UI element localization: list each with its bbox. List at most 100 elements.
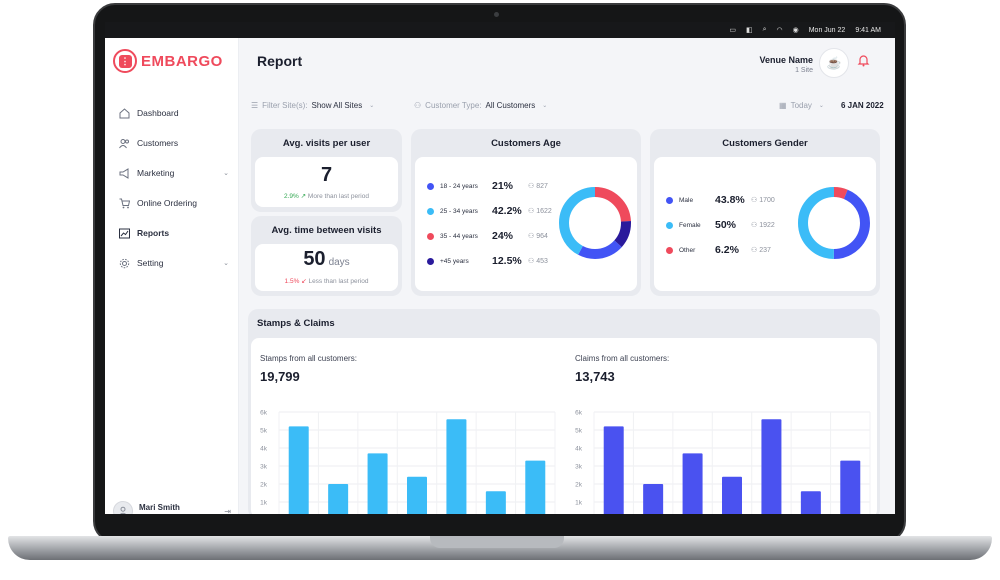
bar[interactable] [603, 426, 624, 514]
logout-icon[interactable]: ⇥ [224, 507, 231, 514]
legend-percent: 24% [492, 230, 514, 242]
donut-segment[interactable] [559, 187, 631, 259]
legend-item: 25 - 34 years 42.2% ⚇ 1622 [427, 204, 552, 218]
date-picker[interactable]: 6 JAN 2022 [841, 101, 884, 110]
bar[interactable] [328, 484, 349, 514]
bar[interactable] [367, 453, 388, 514]
sidebar-item-dashboard[interactable]: Dashboard [105, 98, 239, 128]
search-icon[interactable]: ⌕ [762, 26, 767, 33]
user-name: Mari Smith [139, 503, 180, 512]
avg-time-unit: days [328, 257, 350, 268]
y-tick-label: 2k [575, 482, 583, 489]
period-filter[interactable]: ▦ Today ⌄ [779, 101, 824, 110]
y-tick-label: 2k [260, 482, 268, 489]
donut-segment[interactable] [798, 187, 870, 259]
brand-logo[interactable]: ⋮ EMBARGO [113, 49, 223, 73]
change-percent: 1.5% [284, 278, 300, 285]
venue-name: Venue Name [759, 55, 813, 65]
avg-visits-card: Avg. visits per user 7 2.9% ↗ More than … [251, 129, 402, 212]
bar[interactable] [722, 476, 742, 514]
legend-item: Other 6.2% ⚇ 237 [666, 243, 771, 257]
legend-item: Female 50% ⚇ 1922 [666, 218, 775, 232]
bar[interactable] [761, 419, 782, 514]
user-icon: ⚇ [414, 101, 422, 110]
os-menubar: ▭ ◧ ⌕ ◠ ◉ Mon Jun 22 9:41 AM [105, 22, 895, 38]
control-center-icon[interactable]: ◧ [745, 27, 753, 34]
menubar-date[interactable]: Mon Jun 22 [808, 26, 846, 34]
customer-type-label: Customer Type: [425, 101, 482, 110]
age-donut-chart [559, 187, 631, 259]
card-title: Customers Age [491, 138, 561, 149]
legend-percent: 21% [492, 180, 514, 192]
chevron-down-icon[interactable]: ⌄ [223, 170, 229, 177]
claims-label: Claims from all customers: [575, 354, 670, 363]
change-note: Less than last period [308, 278, 369, 285]
legend-label: 35 - 44 years [440, 232, 478, 240]
sidebar-item-online-ordering[interactable]: Online Ordering [105, 188, 239, 218]
bar[interactable] [840, 460, 861, 514]
bar[interactable] [525, 460, 546, 514]
battery-icon[interactable]: ▭ [729, 27, 736, 34]
donut-segment[interactable] [798, 187, 870, 259]
sidebar-item-reports[interactable]: Reports [105, 218, 239, 248]
stamps-total: 19,799 [260, 369, 300, 384]
site-filter-value: Show All Sites [311, 101, 363, 110]
sidebar-item-label: Dashboard [137, 108, 179, 118]
user-profile[interactable]: Mari Smith ⇥ [113, 501, 231, 514]
legend-dot [427, 182, 434, 190]
trend-down-icon: ↙ [301, 278, 307, 285]
sidebar-item-label: Reports [137, 228, 170, 238]
bar[interactable] [643, 484, 664, 514]
chevron-down-icon[interactable]: ⌄ [223, 260, 229, 267]
change-percent: 2.9% [284, 193, 299, 200]
legend-item: Male 43.8% ⚇ 1700 [666, 193, 775, 207]
legend-count: ⚇ 1922 [751, 222, 775, 229]
legend-percent: 6.2% [715, 244, 739, 256]
card-body: 50 days 1.5% ↙ Less than last period [255, 244, 398, 291]
bar[interactable] [407, 476, 427, 514]
card-title: Customers Gender [722, 138, 808, 149]
sidebar-item-marketing[interactable]: Marketing ⌄ [105, 158, 239, 188]
user-switch-icon[interactable]: ◉ [792, 27, 799, 34]
y-tick-label: 1k [575, 500, 583, 507]
donut-segment[interactable] [559, 187, 631, 259]
wifi-icon[interactable]: ◠ [776, 27, 783, 34]
date-value: 6 JAN 2022 [841, 101, 884, 110]
site-filter[interactable]: ☰ Filter Site(s): Show All Sites ⌄ [251, 101, 374, 110]
bar[interactable] [800, 491, 821, 514]
gender-donut-chart [798, 187, 870, 259]
sidebar-item-customers[interactable]: Customers [105, 128, 239, 158]
venue-logo-icon[interactable]: ☕ [819, 48, 849, 78]
chevron-down-icon: ⌄ [818, 103, 824, 109]
bar[interactable] [485, 491, 506, 514]
legend-label: 25 - 34 years [440, 207, 478, 215]
calendar-icon: ▦ [779, 101, 787, 110]
customer-type-filter[interactable]: ⚇ Customer Type: All Customers ⌄ [414, 101, 547, 110]
home-icon [119, 107, 130, 119]
card-title: Avg. visits per user [282, 138, 371, 149]
legend-label: Other [679, 246, 696, 254]
y-tick-label: 3k [575, 464, 583, 471]
legend-item: 35 - 44 years 24% ⚇ 964 [427, 229, 548, 243]
bar[interactable] [682, 453, 703, 514]
legend-item: +45 years 12.5% ⚇ 453 [427, 254, 548, 268]
legend-dot [427, 257, 434, 265]
donut-segment[interactable] [559, 187, 631, 259]
change-note: More than last period [307, 193, 369, 200]
customers-age-card: Customers Age 18 - 24 years 21% ⚇ 827 25… [411, 129, 641, 296]
y-tick-label: 6k [260, 410, 268, 417]
avg-visits-value: 7 [320, 164, 333, 186]
sidebar-item-label: Marketing [137, 168, 175, 178]
legend-item: 18 - 24 years 21% ⚇ 827 [427, 179, 548, 193]
bar[interactable] [446, 419, 467, 514]
avatar[interactable] [113, 501, 133, 514]
venue-info[interactable]: Venue Name 1 Site [759, 55, 813, 74]
notification-bell-icon[interactable] [857, 54, 870, 70]
card-body: 18 - 24 years 21% ⚇ 827 25 - 34 years 42… [415, 157, 637, 291]
y-tick-label: 4k [575, 446, 583, 453]
chevron-down-icon: ⌄ [542, 103, 548, 109]
sidebar-item-setting[interactable]: Setting ⌄ [105, 248, 239, 278]
bar[interactable] [288, 426, 309, 514]
menubar-time[interactable]: 9:41 AM [855, 26, 881, 34]
avg-time-value-row: 50 days [255, 248, 398, 271]
